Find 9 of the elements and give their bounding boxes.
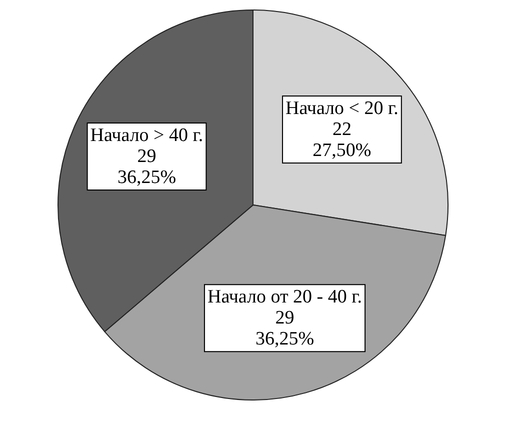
data-label: 22 (332, 119, 352, 140)
text: 36,25% (255, 328, 314, 350)
data-label: 29 (275, 308, 294, 329)
data-label: 29 (137, 146, 156, 168)
slice-label: Начало от 20 - 40 г. (207, 286, 362, 308)
slice-label: Начало > 40 г. (90, 125, 204, 146)
text: 27,50% (312, 140, 372, 162)
slice-label: Начало < 20 г. (286, 98, 398, 120)
text: 36,25% (117, 167, 176, 188)
